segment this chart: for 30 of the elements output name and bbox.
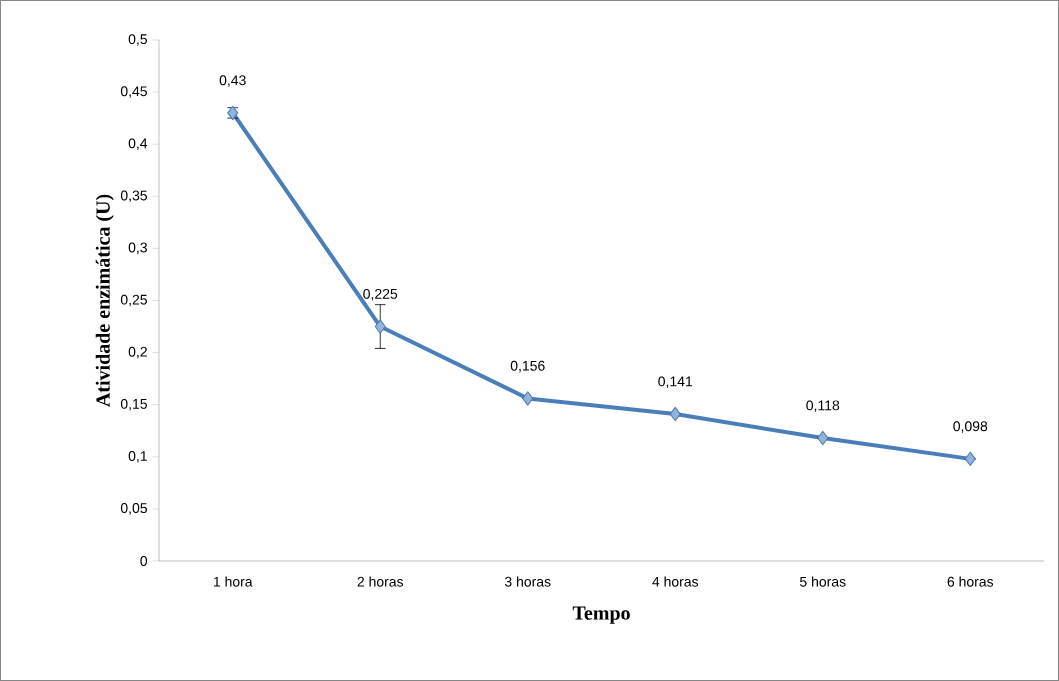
point <box>669 406 681 422</box>
y-tick-label: 0,1 <box>128 451 147 463</box>
point <box>817 430 829 446</box>
x-tick-label: 3 horas <box>504 576 551 587</box>
data-label: 0,141 <box>658 376 693 389</box>
x-tick-label: 5 horas <box>799 576 846 587</box>
data-label: 0,156 <box>510 360 545 373</box>
y-tick-label: 0,25 <box>120 294 148 307</box>
y-tick-label: 0,4 <box>128 138 148 150</box>
y-tick-label: 0,3 <box>128 242 147 255</box>
point <box>964 451 976 467</box>
y-tick-label: 0,15 <box>120 398 148 411</box>
data-label: 0,43 <box>219 75 246 87</box>
y-tick-label: 0,2 <box>128 346 147 359</box>
y-tick-label: 0 <box>140 556 148 566</box>
y-tick-label: 0,05 <box>120 503 148 515</box>
point <box>522 391 534 406</box>
x-tick-label: 2 horas <box>357 576 404 587</box>
x-axis-title: Tempo <box>572 606 630 624</box>
data-label: 0,098 <box>953 421 988 433</box>
x-tick-label: 4 horas <box>652 576 699 587</box>
y-tick-label: 0,5 <box>128 34 148 46</box>
data-label: 0,118 <box>806 400 840 413</box>
data-label: 0,225 <box>363 288 398 301</box>
point <box>374 319 386 334</box>
y-tick-label: 0,35 <box>120 190 148 203</box>
x-tick-label: 1 hora <box>213 576 253 587</box>
x-tick-label: 6 horas <box>947 576 994 587</box>
y-tick-label: 0,45 <box>120 86 148 98</box>
y-axis-title: Atividade enzimática (U) <box>95 194 114 407</box>
